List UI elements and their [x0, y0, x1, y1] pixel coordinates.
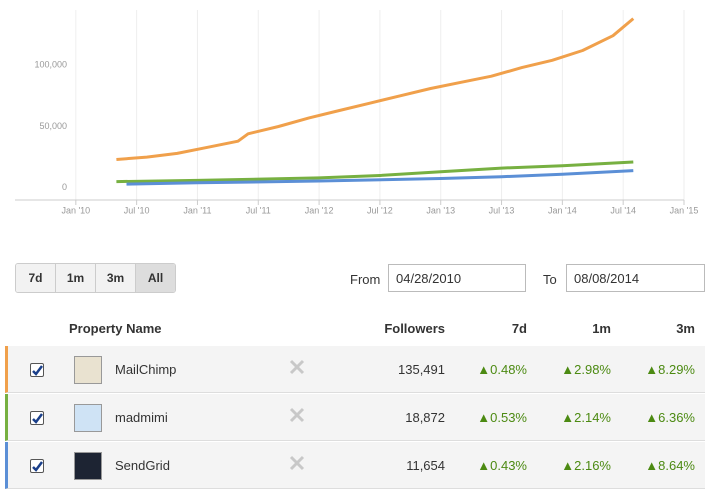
- column-header: Followers: [384, 321, 445, 336]
- property-icon: [74, 404, 102, 432]
- property-name: SendGrid: [115, 458, 170, 473]
- change: ▲6.36%: [645, 410, 695, 425]
- x-tick-label: Jan '13: [426, 205, 455, 215]
- to-input[interactable]: 08/08/2014: [566, 264, 705, 292]
- to-label: To: [543, 272, 557, 287]
- remove-button[interactable]: [289, 359, 305, 380]
- range-button[interactable]: All: [136, 264, 175, 292]
- column-header: 1m: [592, 321, 611, 336]
- property-icon: [74, 356, 102, 384]
- checkbox[interactable]: [30, 363, 44, 377]
- x-tick-label: Jan '11: [183, 205, 211, 215]
- followers: 18,872: [405, 410, 445, 425]
- series-line: [126, 169, 634, 186]
- remove-icon: [289, 407, 305, 423]
- x-tick-label: Jan '14: [548, 205, 577, 215]
- x-tick-label: Jul '12: [367, 205, 393, 215]
- change: ▲2.14%: [561, 410, 611, 425]
- change: ▲0.43%: [477, 458, 527, 473]
- x-tick-label: Jul '13: [489, 205, 515, 215]
- x-tick-label: Jul '14: [610, 205, 636, 215]
- range-button[interactable]: 3m: [96, 264, 136, 292]
- property-name: madmimi: [115, 410, 168, 425]
- property-icon: [74, 452, 102, 480]
- change: ▲2.98%: [561, 362, 611, 377]
- range-button[interactable]: 1m: [56, 264, 96, 292]
- remove-button[interactable]: [289, 455, 305, 476]
- checkbox[interactable]: [30, 411, 44, 425]
- x-tick-label: Jan '10: [61, 205, 90, 215]
- series-line: [116, 160, 634, 184]
- remove-button[interactable]: [289, 407, 305, 428]
- range-button[interactable]: 7d: [16, 264, 56, 292]
- x-tick-label: Jul '10: [124, 205, 150, 215]
- change: ▲2.16%: [561, 458, 611, 473]
- range-buttons: 7d 1m 3m All: [15, 263, 176, 293]
- check-mark: [32, 365, 43, 376]
- x-tick-label: Jan '12: [305, 205, 334, 215]
- y-tick-label: 50,000: [39, 121, 67, 131]
- change: ▲8.29%: [645, 362, 695, 377]
- check-mark: [32, 413, 43, 424]
- followers: 11,654: [406, 458, 445, 473]
- x-tick-label: Jul '11: [246, 205, 271, 215]
- change: ▲0.48%: [477, 362, 527, 377]
- from-label: From: [350, 272, 381, 287]
- y-tick-label: 100,000: [34, 60, 67, 70]
- remove-icon: [289, 455, 305, 471]
- series-line: [116, 17, 635, 161]
- property-name: MailChimp: [115, 362, 177, 377]
- column-header: Property Name: [69, 321, 162, 336]
- column-header: 3m: [676, 321, 695, 336]
- table-row: madmimi 18,872 ▲0.53% ▲2.14% ▲6.36%: [5, 394, 705, 441]
- chart: Jan '10 Jul '10 Jan '11 Jul '11 Jan '12 Jul '…: [15, 10, 699, 215]
- from-input[interactable]: 04/28/2010: [388, 264, 526, 292]
- change: ▲0.53%: [477, 410, 527, 425]
- check-mark: [32, 461, 43, 472]
- checkbox[interactable]: [30, 459, 44, 473]
- column-header: 7d: [511, 321, 527, 336]
- table-row: SendGrid 11,654 ▲0.43% ▲2.16% ▲8.64%: [5, 442, 705, 489]
- change: ▲8.64%: [645, 458, 695, 473]
- table-row: MailChimp 135,491 ▲0.48% ▲2.98% ▲8.29%: [5, 346, 705, 393]
- y-tick-label: 0: [62, 182, 67, 192]
- remove-icon: [289, 359, 305, 375]
- followers: 135,491: [398, 362, 445, 377]
- x-tick-label: Jan '15: [670, 205, 699, 215]
